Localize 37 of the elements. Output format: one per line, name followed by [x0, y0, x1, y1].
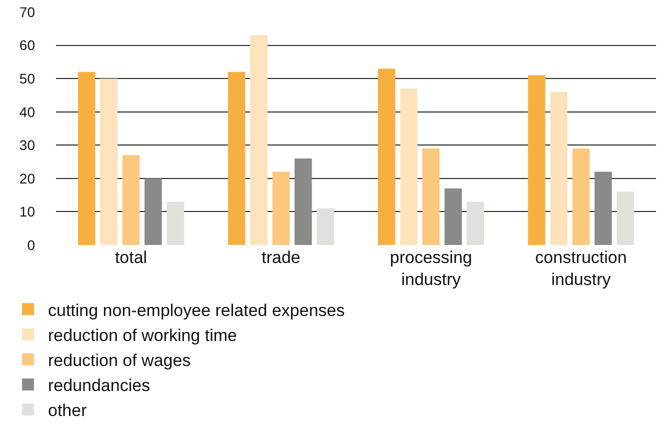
x-tick-label: total: [114, 248, 148, 267]
x-tick-label: trade: [262, 248, 300, 267]
legend-label: other: [48, 401, 88, 420]
bar: [166, 202, 184, 245]
bar: [572, 148, 590, 245]
bar: [594, 172, 612, 245]
y-tick-label: 50: [19, 70, 36, 86]
bar: [400, 88, 418, 245]
bar: [466, 202, 484, 245]
bar: [228, 72, 246, 245]
bar: [144, 178, 162, 245]
y-tick-label: 0: [27, 236, 36, 253]
bar: [100, 78, 118, 245]
y-tick-label: 20: [19, 170, 36, 186]
y-tick-label: 40: [19, 104, 36, 120]
bar: [444, 188, 462, 245]
bar: [250, 35, 268, 245]
bar: [272, 172, 290, 245]
legend-label: redundancies: [48, 376, 150, 396]
y-tick-label: 70: [19, 4, 36, 20]
bar: [316, 208, 334, 245]
legend-label: reduction of wages: [48, 350, 191, 370]
bar: [616, 192, 634, 245]
x-tick-label: processing industry: [390, 248, 472, 290]
legend-label: cutting non-employee related expenses: [48, 300, 345, 320]
y-tick-label: 10: [19, 204, 36, 220]
legend-label: reduction of working time: [48, 326, 237, 345]
x-tick-label: construction industry: [535, 248, 627, 290]
y-tick-label: 60: [19, 37, 36, 54]
bar: [528, 75, 546, 245]
bar: [78, 72, 96, 245]
bar: [422, 148, 440, 245]
y-tick-label: 30: [19, 137, 36, 154]
bar: [122, 155, 140, 245]
bar: [294, 158, 312, 245]
bar: [378, 68, 396, 245]
bar: [550, 92, 568, 245]
